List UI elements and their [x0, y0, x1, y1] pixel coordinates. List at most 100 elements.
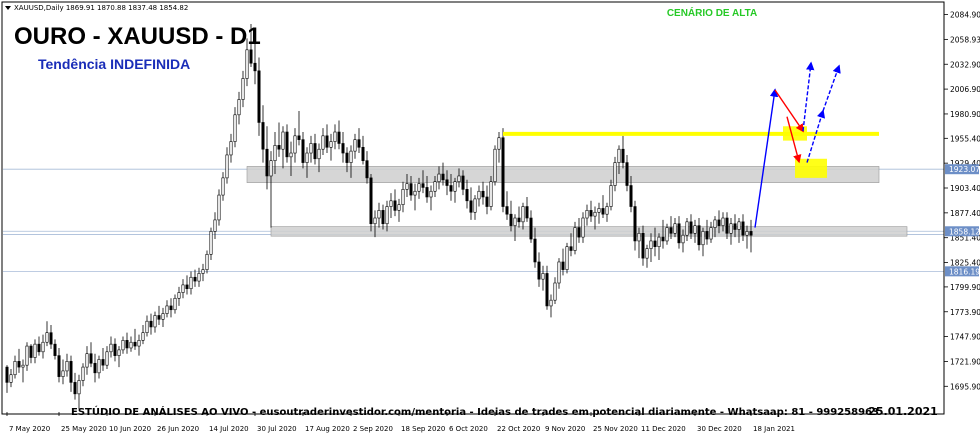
candle-bear	[249, 49, 253, 64]
x-tick-label: 14 Jul 2020	[209, 425, 249, 433]
candle-bear	[257, 70, 261, 123]
candle-bear	[369, 177, 373, 225]
candle-bear	[301, 139, 305, 163]
candle-bear	[337, 131, 341, 144]
candle-bull	[401, 189, 405, 205]
candle-bear	[697, 225, 701, 246]
candle-bull	[609, 185, 613, 207]
candle-bear	[409, 183, 413, 196]
candle-bull	[317, 148, 321, 160]
candle-bull	[161, 313, 165, 320]
footer-text: ESTÚDIO DE ANÁLISES AO VIVO - eusoutrade…	[71, 405, 879, 418]
candle-bull	[349, 150, 353, 163]
candle-bull	[85, 353, 89, 368]
candle-bull	[685, 221, 689, 236]
candle-bull	[281, 131, 285, 150]
bullish-arrow	[754, 88, 779, 228]
candle-bull	[713, 219, 717, 228]
candle-bull	[77, 380, 81, 395]
candle-bear	[653, 240, 657, 247]
candle-bull	[597, 208, 601, 213]
x-tick-label: 22 Oct 2020	[497, 425, 540, 433]
candle-bull	[241, 78, 245, 100]
candle-bull	[245, 49, 249, 79]
candle-bear	[93, 362, 97, 374]
x-tick-label: 17 Aug 2020	[305, 425, 350, 433]
candle-bull	[153, 315, 157, 328]
candle-bear	[669, 227, 673, 234]
x-tick-label: 18 Sep 2020	[401, 425, 445, 433]
price-label: 1858.12	[949, 227, 980, 236]
y-tick-label: 1929.40	[950, 159, 980, 168]
y-tick-label: 2084.90	[950, 11, 980, 20]
candle-bull	[237, 99, 241, 116]
candle-bear	[601, 208, 605, 215]
candle-bear	[29, 345, 33, 358]
candle-bear	[725, 217, 729, 234]
x-tick-label: 30 Dec 2020	[697, 425, 742, 433]
y-tick-label: 1747.90	[950, 333, 980, 342]
candle-bull	[405, 183, 409, 190]
candle-bull	[201, 269, 205, 274]
candle-bear	[113, 343, 117, 356]
x-tick-label: 30 Jul 2020	[257, 425, 297, 433]
candle-bull	[721, 217, 725, 226]
bullish-arrow	[802, 61, 815, 132]
candle-bull	[557, 261, 561, 284]
candle-bear	[37, 343, 41, 353]
candle-bear	[365, 160, 369, 179]
y-tick-label: 1721.90	[950, 357, 980, 366]
price-label-box	[945, 164, 979, 175]
x-tick-label: 18 Jan 2021	[753, 425, 795, 433]
candle-bear	[89, 353, 93, 364]
candle-bear	[133, 341, 137, 347]
candle-bear	[537, 261, 541, 280]
x-tick-label: 25 Nov 2020	[593, 425, 638, 433]
plot-frame	[1, 1, 945, 415]
symbol-dropdown-icon[interactable]	[5, 6, 11, 10]
candle-bull	[197, 273, 201, 282]
candle-bear	[625, 162, 629, 186]
candle-bull	[417, 183, 421, 192]
candle-bear	[253, 62, 257, 72]
candle-bull	[613, 162, 617, 186]
symbol-info: XAUUSD,Daily 1869.91 1870.88 1837.48 185…	[14, 4, 188, 12]
candle-bull	[513, 217, 517, 226]
candle-bull	[473, 198, 477, 213]
candle-bull	[373, 217, 377, 225]
y-tick-label: 2006.90	[950, 85, 980, 94]
candle-bear	[341, 143, 345, 154]
y-tick-label: 1955.40	[950, 134, 980, 143]
candle-bear	[561, 261, 565, 270]
candle-bull	[181, 284, 185, 293]
candle-bull	[605, 206, 609, 215]
candle-bull	[397, 204, 401, 211]
candle-bull	[173, 297, 177, 311]
x-tick-label: 10 Jun 2020	[109, 425, 151, 433]
candle-bull	[581, 217, 585, 238]
candle-bear	[441, 173, 445, 181]
bullish-arrow	[822, 64, 841, 112]
candle-bull	[9, 374, 13, 383]
scenario-label: CENÁRIO DE ALTA	[667, 6, 757, 19]
candle-bear	[577, 227, 581, 238]
candle-bear	[381, 210, 385, 225]
candle-bull	[21, 364, 25, 368]
candle-bear	[277, 145, 281, 150]
candle-bull	[665, 227, 669, 242]
candle-bear	[17, 361, 21, 368]
y-tick-label: 2058.93	[950, 35, 980, 44]
candle-bear	[629, 185, 633, 207]
candle-bull	[729, 223, 733, 234]
y-tick-label: 1903.40	[950, 184, 980, 193]
candle-bear	[621, 148, 625, 163]
candle-bear	[69, 361, 73, 383]
candle-bear	[677, 223, 681, 244]
candle-bear	[325, 135, 329, 148]
x-tick-label: 2 Sep 2020	[353, 425, 393, 433]
candle-bull	[649, 240, 653, 249]
candle-bear	[285, 131, 289, 158]
candle-bull	[673, 223, 677, 234]
candle-bear	[345, 152, 349, 163]
candle-bear	[5, 366, 9, 383]
